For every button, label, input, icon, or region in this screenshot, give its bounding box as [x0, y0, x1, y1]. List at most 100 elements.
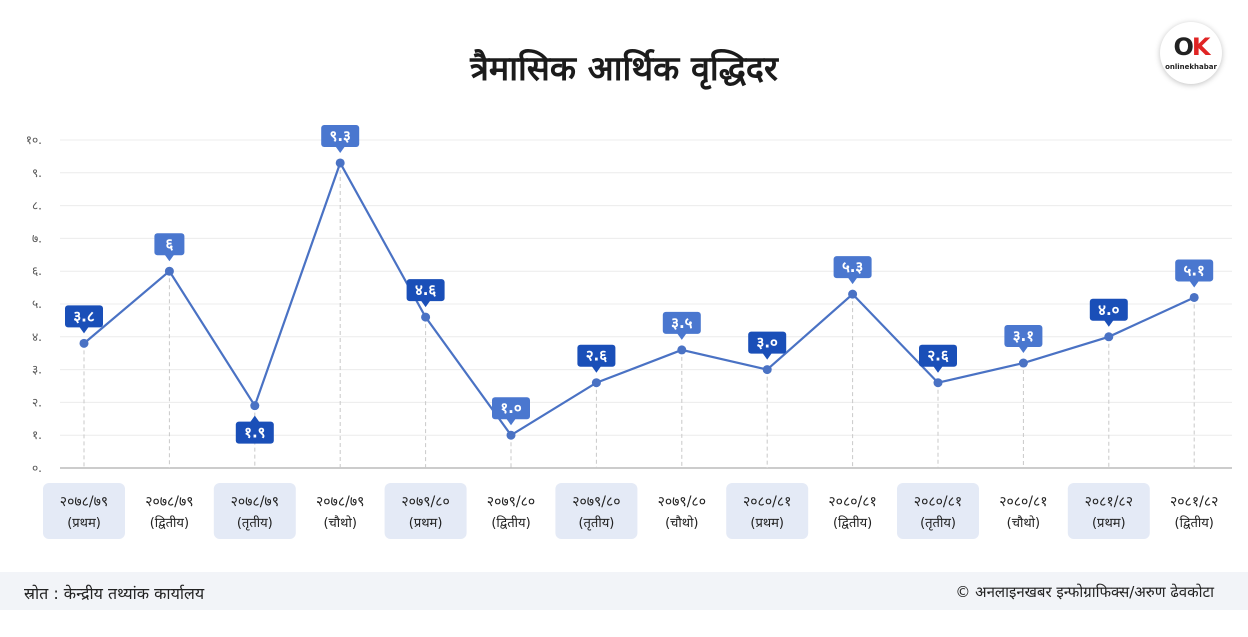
- data-label-pointer: [1018, 346, 1029, 354]
- data-point: [421, 312, 431, 322]
- data-label-box: [833, 256, 872, 279]
- series-line: [83, 160, 1195, 437]
- data-label-box: [662, 311, 701, 334]
- data-point: [250, 401, 260, 411]
- data-label: ५.१: [1184, 261, 1205, 279]
- x-tick-quarter: (द्वितीय): [1175, 515, 1214, 531]
- logo-wordmark: onlinekhabar: [1165, 63, 1217, 71]
- y-tick-label: ६.: [32, 264, 42, 278]
- x-tick-year: २०७८/७९: [60, 494, 108, 510]
- data-label-pointer: [420, 300, 431, 308]
- x-tick-year: २०७९/८०: [487, 494, 535, 510]
- y-tick-label: ९.: [32, 166, 42, 180]
- line-chart: ०. १. २. ३. ४. ५. ६. ७. ८. ९. १०. ३.८ ६ १.९ ९.३ ४.६ १.० २…: [26, 124, 1232, 539]
- y-tick-label: ३.: [32, 363, 42, 377]
- data-point: [591, 378, 601, 388]
- x-tick-quarter: (चौथो): [323, 515, 356, 531]
- data-label-pointer: [676, 332, 687, 340]
- x-tick-year: २०७९/८०: [658, 494, 706, 510]
- x-tick-year: २०७९/८०: [572, 494, 620, 510]
- x-tick-year: २०८१/८२: [1085, 494, 1133, 510]
- data-label-pointer: [1189, 280, 1200, 288]
- data-label: २.६: [586, 347, 607, 365]
- x-tick-quarter: (प्रथम): [67, 516, 101, 531]
- data-point: [164, 266, 174, 276]
- x-tick-quarter: (चौथो): [1007, 515, 1040, 531]
- data-label-box: [1089, 298, 1128, 321]
- data-label: १.९: [244, 424, 265, 442]
- x-tick-year: २०८०/८१: [828, 494, 876, 510]
- x-label-bg: [555, 483, 638, 539]
- x-tick-year: २०८०/८१: [999, 494, 1047, 510]
- data-label-box: [577, 344, 616, 367]
- data-label-pointer: [847, 277, 858, 285]
- footer-bar: स्रोत : केन्द्रीय तथ्यांक कार्यालय © अनल…: [0, 572, 1248, 610]
- data-label: ६: [165, 235, 173, 253]
- x-tick-year: २०८०/८१: [914, 494, 962, 510]
- x-tick-year: २०७८/७९: [231, 494, 279, 510]
- y-tick-label: १०.: [26, 133, 42, 147]
- y-tick-label: ८.: [32, 199, 42, 213]
- data-point: [79, 338, 89, 348]
- x-tick-year: २०७८/७९: [145, 494, 193, 510]
- x-tick-year: २०८१/८२: [1170, 494, 1218, 510]
- data-label: ९.३: [330, 127, 351, 145]
- x-label-bg: [213, 483, 296, 539]
- data-label: ३.५: [671, 314, 692, 332]
- data-label: ४.०: [1098, 301, 1119, 319]
- y-tick-label: ७.: [32, 231, 42, 245]
- x-label-bg: [726, 483, 809, 539]
- x-label-bg: [1067, 483, 1150, 539]
- data-point: [335, 158, 345, 168]
- logo-mark: OK: [1173, 33, 1210, 61]
- x-tick-quarter: (द्वितीय): [833, 515, 872, 531]
- source-note: स्रोत : केन्द्रीय तथ्यांक कार्यालय: [24, 584, 205, 603]
- x-tick-quarter: (प्रथम): [750, 516, 784, 531]
- y-tick-label: ०.: [32, 461, 42, 475]
- data-label-box: [65, 305, 103, 328]
- x-label-bg: [384, 483, 467, 539]
- x-tick-year: २०७८/७९: [316, 494, 364, 510]
- data-label-pointer: [249, 415, 260, 423]
- data-label-box: [1004, 325, 1043, 348]
- data-label-box: [919, 344, 957, 367]
- data-point: [762, 365, 772, 375]
- data-label: ५.३: [842, 258, 863, 276]
- data-label-pointer: [933, 365, 943, 373]
- data-label-pointer: [79, 326, 89, 334]
- x-tick-year: २०७९/८०: [401, 494, 449, 510]
- x-label-bg: [897, 483, 979, 539]
- data-label-box: [406, 279, 445, 302]
- data-label: ३.८: [73, 307, 94, 325]
- data-label: ३.०: [757, 334, 778, 352]
- x-tick-quarter: (प्रथम): [1092, 516, 1126, 531]
- data-point: [848, 289, 858, 299]
- data-label-pointer: [1103, 319, 1114, 327]
- x-tick-quarter: (द्वितीय): [491, 515, 530, 531]
- data-label-pointer: [762, 352, 773, 360]
- data-label-pointer: [591, 365, 602, 373]
- x-tick-quarter: (तृतीय): [237, 515, 273, 531]
- data-label: २.६: [927, 347, 948, 365]
- x-label-bg: [43, 483, 125, 539]
- x-tick-quarter: (तृतीय): [920, 515, 956, 531]
- data-point: [1189, 292, 1199, 302]
- data-label-box: [492, 397, 530, 420]
- data-label-box: [321, 124, 360, 147]
- y-tick-label: १.: [32, 428, 42, 442]
- data-point: [1104, 332, 1114, 342]
- data-label: ४.६: [415, 281, 436, 299]
- data-label-pointer: [506, 418, 516, 426]
- data-point: [1018, 358, 1028, 368]
- data-point: [933, 378, 943, 388]
- data-label-box: [154, 233, 185, 256]
- x-tick-year: २०८०/८१: [743, 494, 791, 510]
- data-label-pointer: [335, 145, 346, 153]
- data-label-box: [748, 331, 787, 354]
- data-label-pointer: [164, 254, 175, 262]
- x-tick-quarter: (द्वितीय): [150, 515, 189, 531]
- x-tick-quarter: (प्रथम): [409, 516, 443, 531]
- y-tick-label: ४.: [32, 330, 42, 344]
- data-label: १.०: [500, 399, 521, 417]
- data-label: ३.१: [1013, 327, 1034, 345]
